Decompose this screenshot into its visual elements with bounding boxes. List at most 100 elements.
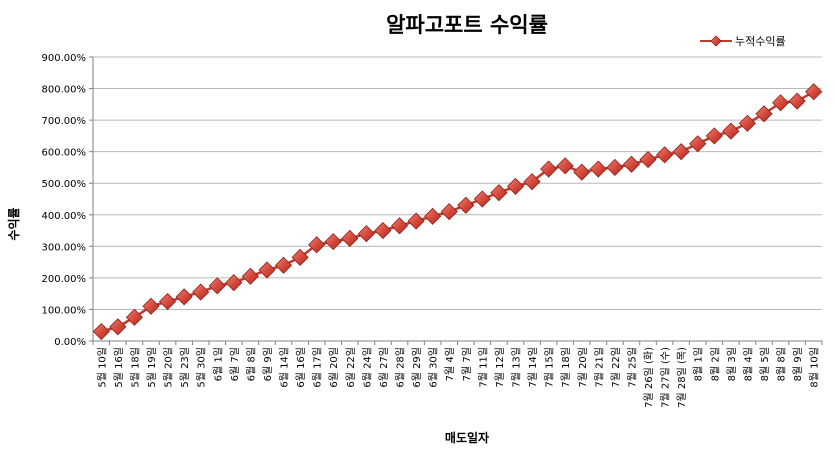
data-point <box>357 225 375 243</box>
x-tick-label: 8월 8일 <box>776 347 788 381</box>
x-tick-label: 6월 8일 <box>245 347 257 381</box>
x-tick-label: 7월 7일 <box>461 347 473 381</box>
x-tick-label: 5월 10일 <box>96 347 108 388</box>
x-tick-label: 6월 17일 <box>312 347 324 388</box>
data-point <box>722 122 740 140</box>
data-point <box>639 150 657 169</box>
x-tick-label: 8월 3일 <box>726 347 738 381</box>
x-tick-label: 7월 4일 <box>444 347 456 381</box>
data-point <box>705 127 723 145</box>
data-point <box>440 203 458 221</box>
x-tick-label: 7월 22일 <box>610 347 622 388</box>
data-point <box>341 229 359 248</box>
data-point <box>390 217 409 235</box>
data-point <box>656 146 674 164</box>
x-tick-label: 6월 28일 <box>395 347 407 388</box>
x-tick-label: 6월 24일 <box>361 347 373 388</box>
data-point <box>540 160 558 178</box>
x-tick-label: 6월 20일 <box>328 347 340 388</box>
x-tick-label: 5월 23일 <box>179 347 191 388</box>
data-point <box>473 190 491 208</box>
data-point <box>92 322 110 341</box>
data-point <box>291 248 309 266</box>
data-point <box>258 261 276 279</box>
x-tick-label: 7월 20일 <box>577 347 589 388</box>
data-point <box>506 177 525 195</box>
x-tick-label: 6월 9일 <box>262 347 274 381</box>
x-tick-label: 7월 28일 (목) <box>676 347 688 408</box>
x-tick-label: 7월 27일 (수) <box>660 347 672 408</box>
x-tick-label: 6월 14일 <box>279 347 291 388</box>
data-point <box>125 308 143 326</box>
y-tick-label: 900.00% <box>42 53 87 64</box>
x-tick-label: 6월 7일 <box>229 347 241 381</box>
legend-label: 누적수익률 <box>735 35 786 48</box>
data-point <box>175 288 193 306</box>
x-tick-label: 8월 9일 <box>792 347 804 381</box>
data-point <box>192 283 210 301</box>
x-tick-label: 6월 27일 <box>378 347 390 388</box>
data-point <box>308 236 326 254</box>
x-tick-label: 5월 30일 <box>196 347 208 388</box>
y-axis: 0.00% 100.00% 200.00% 300.00% 400.00% 500.00%… <box>42 53 94 348</box>
y-tick-label: 200.00% <box>42 274 87 285</box>
x-tick-label: 6월 16일 <box>295 347 307 388</box>
data-point <box>523 173 541 191</box>
legend-marker <box>710 35 722 47</box>
x-tick-label: 6월 30일 <box>428 347 440 388</box>
data-point <box>457 196 475 214</box>
data-point <box>556 157 574 175</box>
data-point <box>606 158 624 177</box>
y-axis-title: 수익률 <box>7 207 21 240</box>
x-tick-label: 5월 19일 <box>146 347 158 388</box>
x-tick-label: 7월 11일 <box>477 347 489 388</box>
data-point <box>622 155 641 173</box>
x-tick-label: 6월 29일 <box>411 347 423 388</box>
x-tick-label: 8월 2일 <box>709 347 721 381</box>
y-tick-label: 600.00% <box>42 148 87 159</box>
x-tick-label: 7월 14일 <box>527 347 539 388</box>
data-point <box>407 212 425 230</box>
y-tick-label: 0.00% <box>54 337 86 348</box>
data-point <box>738 114 757 132</box>
x-axis: 5월 10일 5월 16일 5월 18일 5월 19일 5월 20일 5월 23일 5월 3… <box>92 340 823 408</box>
data-point <box>788 92 806 110</box>
data-point <box>208 277 226 295</box>
data-point <box>241 267 259 285</box>
x-tick-label: 6월 22일 <box>345 347 357 388</box>
x-tick-label: 7월 15일 <box>544 347 556 388</box>
x-axis-title: 매도일자 <box>445 430 489 445</box>
data-point <box>424 207 442 225</box>
y-tick-label: 100.00% <box>42 305 87 316</box>
x-tick-label: 7월 25일 <box>626 347 638 388</box>
x-tick-label: 8월 4일 <box>742 347 754 381</box>
x-tick-label: 8월 5일 <box>759 347 771 381</box>
y-tick-label: 700.00% <box>42 116 87 127</box>
x-tick-label: 8월 1일 <box>693 347 705 381</box>
y-tick-label: 400.00% <box>42 211 87 222</box>
y-tick-label: 800.00% <box>42 85 87 96</box>
chart-title: 알파고포트 수익률 <box>386 13 548 37</box>
data-point <box>324 233 342 251</box>
y-tick-label: 300.00% <box>42 242 87 253</box>
x-tick-label: 8월 10일 <box>809 347 821 388</box>
data-point <box>589 160 607 178</box>
data-point <box>672 143 690 161</box>
x-tick-label: 6월 1일 <box>212 347 224 381</box>
x-tick-label: 5월 16일 <box>113 347 125 388</box>
y-tick-label: 500.00% <box>42 179 87 190</box>
data-point <box>573 163 591 181</box>
data-point <box>142 297 160 315</box>
data-point <box>109 318 127 336</box>
x-tick-label: 7월 21일 <box>593 347 605 388</box>
data-point <box>158 292 177 311</box>
x-tick-label: 7월 13일 <box>510 347 522 388</box>
data-point <box>374 221 392 240</box>
data-point <box>805 83 823 101</box>
data-point <box>274 256 293 274</box>
data-point <box>225 274 243 292</box>
gridlines <box>93 56 822 342</box>
data-point <box>772 94 790 112</box>
